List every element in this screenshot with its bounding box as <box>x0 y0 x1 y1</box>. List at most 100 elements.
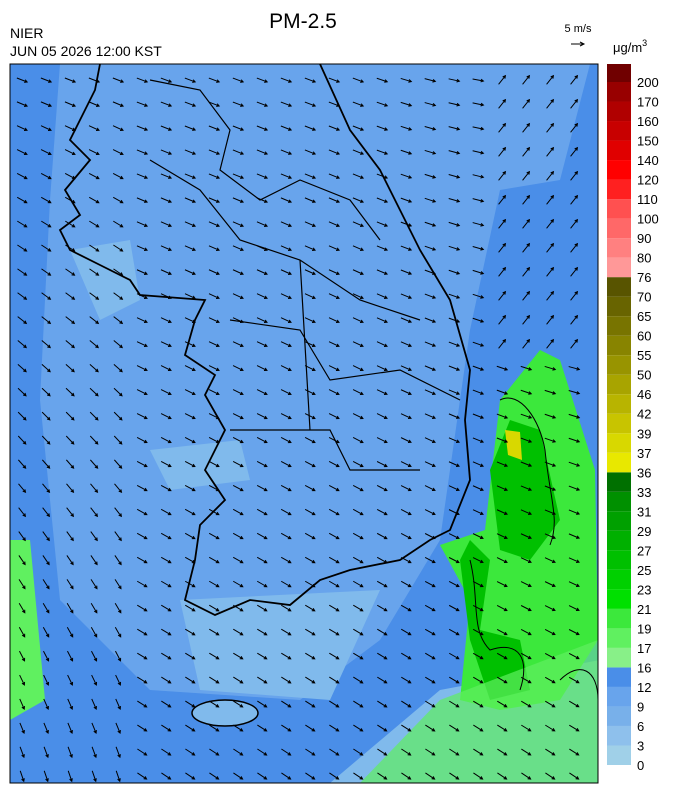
wind-arrow <box>112 101 125 107</box>
wind-arrow <box>546 290 555 301</box>
wind-arrow <box>496 605 508 612</box>
wind-arrow <box>328 556 340 564</box>
wind-arrow <box>115 770 121 783</box>
wind-arrow <box>256 125 269 131</box>
colorbar-label: 3 <box>637 738 644 753</box>
wind-arrow <box>256 197 269 203</box>
wind-arrow <box>400 532 412 540</box>
wind-arrow <box>472 293 485 299</box>
wind-arrow <box>328 173 341 179</box>
wind-arrow <box>305 724 316 732</box>
wind-arrow <box>114 531 122 542</box>
wind-arrow <box>545 724 556 732</box>
wind-arrow <box>257 748 268 756</box>
wind-arrow <box>64 125 76 132</box>
wind-arrow <box>570 122 579 133</box>
wind-arrow <box>329 628 340 636</box>
wind-arrow <box>65 292 76 300</box>
wind-arrow <box>160 437 172 444</box>
wind-arrow <box>19 650 26 662</box>
wind-arrow <box>498 98 507 109</box>
wind-arrow <box>546 98 555 109</box>
wind-arrow <box>544 485 557 491</box>
wind-arrow <box>570 290 579 301</box>
wind-arrow <box>328 269 340 275</box>
wind-arrow <box>17 411 27 421</box>
wind-arrow <box>136 293 148 299</box>
wind-arrow <box>281 652 292 660</box>
wind-arrow <box>160 508 172 516</box>
wind-arrow <box>568 509 581 515</box>
wind-arrow <box>184 173 197 179</box>
wind-arrow <box>209 676 220 684</box>
wind-vectors <box>16 74 581 783</box>
wind-arrow <box>161 604 172 612</box>
wind-arrow <box>17 435 27 445</box>
wind-arrow <box>304 532 316 540</box>
wind-arrow <box>232 484 244 492</box>
wind-arrow <box>522 218 531 229</box>
wind-arrow <box>400 125 413 131</box>
colorbar-label: 19 <box>637 621 651 636</box>
wind-arrow <box>160 221 173 227</box>
wind-arrow <box>256 437 268 444</box>
wind-arrow <box>570 338 579 349</box>
wind-arrow <box>184 389 196 396</box>
wind-arrow <box>232 77 245 83</box>
wind-arrow <box>40 172 52 180</box>
wind-arrow <box>352 317 364 324</box>
wind-arrow <box>184 197 197 203</box>
wind-arrow <box>546 218 555 229</box>
wind-arrow <box>304 484 316 492</box>
colorbar-bin <box>607 82 631 102</box>
wind-arrow <box>89 220 100 228</box>
wind-arrow <box>498 194 507 205</box>
colorbar-bin <box>607 316 631 336</box>
wind-arrow <box>498 290 507 301</box>
wind-arrow <box>185 724 196 732</box>
wind-arrow <box>113 316 124 325</box>
wind-arrow <box>473 748 484 756</box>
wind-arrow <box>88 101 101 107</box>
wind-arrow <box>352 77 365 83</box>
colorbar-label: 65 <box>637 309 651 324</box>
wind-arrow <box>425 772 436 780</box>
wind-arrow <box>136 580 148 588</box>
wind-arrow <box>544 652 556 660</box>
wind-arrow <box>66 507 75 518</box>
wind-arrow <box>424 149 437 155</box>
wind-arrow <box>329 772 340 780</box>
colorbar-label: 42 <box>637 407 651 422</box>
wind-arrow <box>136 317 148 324</box>
wind-arrow <box>425 748 436 756</box>
wind-arrow <box>160 413 172 420</box>
wind-arrow <box>544 365 557 371</box>
wind-arrow <box>376 580 388 588</box>
wind-arrow <box>280 437 292 444</box>
wind-arrow <box>448 365 461 371</box>
wind-arrow <box>472 461 485 467</box>
wind-arrow <box>42 507 51 518</box>
wind-arrow <box>184 317 196 324</box>
wind-arrow <box>376 245 389 251</box>
island <box>191 699 259 727</box>
wind-arrow <box>18 531 26 542</box>
wind-arrow <box>65 220 76 228</box>
wind-arrow <box>65 435 75 445</box>
colorbar-label: 31 <box>637 504 651 519</box>
wind-arrow <box>256 389 268 396</box>
wind-arrow <box>16 172 28 180</box>
wind-arrow <box>18 483 27 494</box>
wind-arrow <box>17 316 28 325</box>
wind-arrow <box>67 698 73 710</box>
wind-arrow <box>89 435 99 445</box>
wind-arrow <box>304 437 316 444</box>
wind-arrow <box>257 652 268 660</box>
wind-arrow <box>448 461 460 467</box>
wind-arrow <box>448 341 461 347</box>
wind-arrow <box>400 101 413 107</box>
colorbar-bin <box>607 667 631 687</box>
wind-arrow <box>568 413 581 419</box>
colorbar-label: 46 <box>637 387 651 402</box>
wind-arrow <box>352 101 365 107</box>
